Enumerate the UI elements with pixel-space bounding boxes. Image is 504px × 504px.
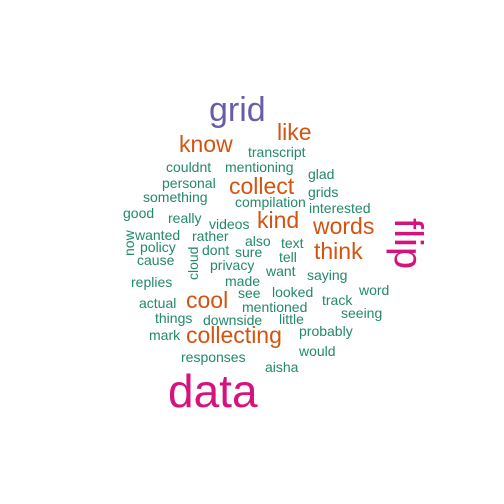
word-mentioned: mentioned bbox=[242, 299, 308, 315]
word-really: really bbox=[168, 210, 202, 226]
word-know: know bbox=[179, 131, 233, 157]
word-like: like bbox=[277, 119, 312, 145]
word-little: little bbox=[279, 311, 304, 327]
word-grid: grid bbox=[209, 91, 266, 129]
word-looked: looked bbox=[272, 284, 314, 300]
word-want: want bbox=[266, 263, 296, 279]
word-responses: responses bbox=[181, 349, 246, 365]
word-downside: downside bbox=[203, 312, 263, 328]
word-kind: kind bbox=[257, 207, 300, 233]
word-collect: collect bbox=[229, 173, 295, 199]
word-policy: policy bbox=[140, 239, 176, 255]
word-grids: grids bbox=[308, 184, 339, 200]
word-rather: rather bbox=[192, 228, 229, 244]
word-seeing: seeing bbox=[341, 305, 383, 321]
word-would: would bbox=[299, 343, 336, 359]
word-cause: cause bbox=[137, 252, 175, 268]
word-now: now bbox=[121, 230, 137, 256]
word-actual: actual bbox=[139, 295, 177, 311]
word-interested: interested bbox=[309, 200, 371, 216]
word-cloud: cloud bbox=[185, 246, 201, 280]
word-wanted: wanted bbox=[135, 227, 181, 243]
word-probably: probably bbox=[299, 323, 353, 339]
word-collecting: collecting bbox=[186, 322, 282, 348]
word-mark: mark bbox=[149, 327, 181, 343]
word-good: good bbox=[123, 205, 155, 221]
word-made: made bbox=[225, 273, 261, 289]
word-replies: replies bbox=[131, 274, 173, 290]
word-things: things bbox=[155, 310, 193, 326]
word-transcript: transcript bbox=[248, 144, 306, 160]
word-glad: glad bbox=[308, 166, 335, 182]
word-words: words bbox=[313, 213, 375, 239]
word-track: track bbox=[322, 292, 353, 308]
word-text: text bbox=[281, 235, 304, 251]
word-dont: dont bbox=[202, 242, 230, 258]
word-cool: cool bbox=[186, 287, 229, 313]
word-compilation: compilation bbox=[235, 194, 306, 210]
word-saying: saying bbox=[307, 267, 348, 283]
word-also: also bbox=[245, 233, 271, 249]
word-couldnt: couldnt bbox=[166, 159, 212, 175]
word-word: word bbox=[359, 282, 390, 298]
word-data: data bbox=[168, 365, 258, 417]
word-videos: videos bbox=[209, 216, 250, 232]
word-see: see bbox=[238, 285, 261, 301]
word-sure: sure bbox=[235, 244, 263, 260]
word-think: think bbox=[314, 238, 363, 264]
word-mentioning: mentioning bbox=[225, 159, 294, 175]
word-flip: flip bbox=[386, 218, 430, 270]
word-something: something bbox=[143, 189, 208, 205]
word-aisha: aisha bbox=[265, 359, 299, 375]
word-privacy: privacy bbox=[210, 257, 255, 273]
word-personal: personal bbox=[162, 175, 216, 191]
word-tell: tell bbox=[279, 249, 297, 265]
